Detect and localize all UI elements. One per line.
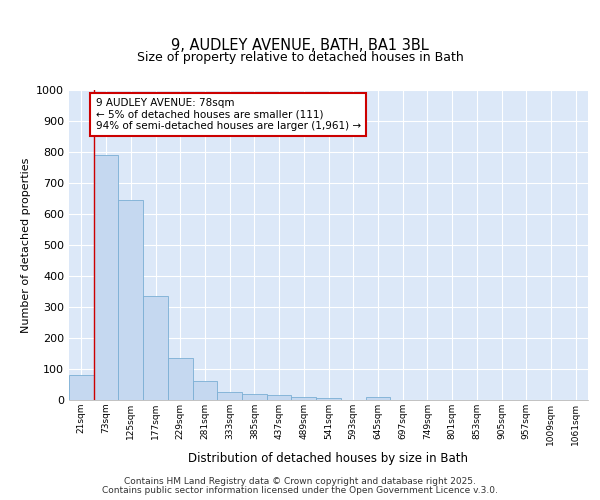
Text: Size of property relative to detached houses in Bath: Size of property relative to detached ho… — [137, 51, 463, 64]
Bar — [267, 396, 292, 400]
Text: 9 AUDLEY AVENUE: 78sqm
← 5% of detached houses are smaller (111)
94% of semi-det: 9 AUDLEY AVENUE: 78sqm ← 5% of detached … — [95, 98, 361, 131]
Y-axis label: Number of detached properties: Number of detached properties — [20, 158, 31, 332]
Bar — [193, 382, 217, 400]
Bar — [168, 358, 193, 400]
Text: Contains HM Land Registry data © Crown copyright and database right 2025.: Contains HM Land Registry data © Crown c… — [124, 477, 476, 486]
Bar — [316, 398, 341, 400]
Bar — [118, 200, 143, 400]
Text: Contains public sector information licensed under the Open Government Licence v.: Contains public sector information licen… — [102, 486, 498, 495]
Bar — [365, 397, 390, 400]
Bar — [94, 155, 118, 400]
Bar — [242, 394, 267, 400]
Text: 9, AUDLEY AVENUE, BATH, BA1 3BL: 9, AUDLEY AVENUE, BATH, BA1 3BL — [171, 38, 429, 52]
Bar — [217, 392, 242, 400]
Bar — [143, 296, 168, 400]
Bar — [292, 397, 316, 400]
Bar — [69, 375, 94, 400]
X-axis label: Distribution of detached houses by size in Bath: Distribution of detached houses by size … — [188, 452, 469, 465]
